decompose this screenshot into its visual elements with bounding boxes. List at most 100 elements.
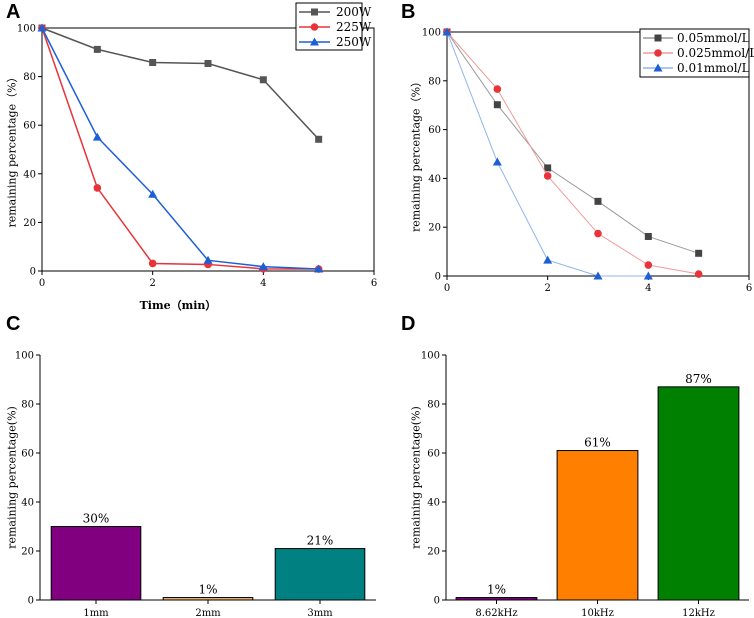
data-point-a-2: [314, 264, 324, 273]
data-point-b-0: [594, 197, 602, 205]
y-tick-label-a: 80: [23, 72, 36, 83]
x-tick-label-a: 2: [149, 278, 155, 289]
y-tick-label-c: 40: [21, 498, 34, 509]
y-tick-label-a: 60: [23, 121, 36, 132]
bar-d-1: [556, 450, 639, 601]
x-tick-label-b: 6: [746, 283, 752, 294]
data-point-a-2: [203, 255, 213, 264]
data-point-b-1: [644, 261, 653, 269]
data-point-a-1: [93, 184, 102, 192]
y-tick-label-b: 60: [428, 125, 441, 136]
y-tick-label-b: 20: [428, 223, 441, 234]
legend-marker-b-1: [654, 49, 662, 57]
y-tick-label-a: 100: [17, 24, 36, 35]
data-point-b-2: [593, 271, 603, 280]
data-point-a-2: [258, 262, 268, 271]
x-axis-title-a: Time（min）: [140, 299, 217, 312]
data-point-a-0: [259, 76, 267, 84]
bar-value-label-d-2: 87%: [685, 372, 712, 386]
data-point-a-0: [93, 45, 101, 53]
chart-panel-b: B 0 20 40 60 80 100 remaining percentage（%） 0 2 4 6…: [401, 1, 754, 294]
data-point-b-1: [594, 229, 602, 238]
legend-label-a-2: 250W: [336, 35, 372, 49]
data-point-a-2: [92, 132, 102, 141]
y-tick-label-c: 60: [21, 449, 34, 460]
x-tick-label-b: 0: [444, 283, 450, 294]
plot-frame-a: [41, 27, 375, 272]
y-tick-label-a: 20: [23, 218, 36, 229]
x-tick-label-c-2: 3mm: [307, 608, 333, 618]
panel-letter-d: D: [401, 313, 415, 335]
legend-marker-a-1: [310, 23, 319, 31]
data-point-b-0: [695, 249, 703, 257]
legend-marker-b-0: [654, 34, 662, 42]
data-point-b-2: [492, 157, 502, 166]
data-point-a-0: [204, 59, 212, 67]
data-point-a-0: [315, 135, 323, 143]
data-point-b-2: [643, 271, 653, 280]
y-tick-label-a: 0: [30, 267, 36, 278]
y-tick-label-d: 100: [421, 351, 440, 362]
chart-panel-c: C 0 20 40 60 80 100 remaining percentage(%) 30% 1…: [6, 313, 376, 618]
bar-value-label-c-2: 21%: [307, 534, 334, 548]
y-axis-title-a: remaining percentage（%）: [6, 71, 19, 227]
x-tick-label-a: 0: [39, 278, 45, 289]
data-point-b-0: [644, 232, 652, 240]
legend-marker-b-2: [653, 63, 663, 72]
series-line-a-1: [41, 27, 319, 270]
y-axis-title-d: remaining percentage(%): [410, 406, 423, 549]
bar-value-label-d-1: 61%: [584, 436, 611, 450]
y-tick-label-d: 40: [427, 498, 440, 509]
data-point-a-0: [149, 59, 157, 67]
y-tick-label-d: 60: [427, 449, 440, 460]
panel-letter-a: A: [6, 1, 20, 23]
y-tick-label-c: 0: [28, 596, 34, 607]
chart-panel-a: A 0 20 40 60 80 100 remaining percentage（%） 0 2 4 6…: [6, 1, 378, 312]
y-tick-label-c: 20: [21, 547, 34, 558]
y-tick-label-c: 80: [21, 400, 34, 411]
series-line-b-0: [446, 31, 699, 254]
y-tick-label-d: 80: [427, 400, 440, 411]
data-point-b-1: [543, 172, 552, 180]
bar-c-0: [50, 526, 142, 601]
bar-d-2: [657, 386, 740, 601]
bar-value-label-c-0: 30%: [83, 512, 110, 526]
legend-marker-a-2: [310, 37, 319, 46]
y-axis-title-c: remaining percentage(%): [6, 406, 19, 549]
bar-c-1: [162, 597, 254, 601]
data-point-b-0: [493, 101, 501, 109]
panel-letter-c: C: [6, 313, 20, 335]
legend-label-a-1: 225W: [336, 20, 372, 34]
panel-letter-b: B: [401, 1, 415, 23]
data-point-b-2: [543, 255, 553, 264]
y-tick-label-c: 100: [15, 351, 34, 362]
y-tick-label-d: 20: [427, 547, 440, 558]
data-point-a-2: [37, 23, 47, 32]
x-tick-label-d-1: 10kHz: [581, 608, 614, 618]
data-point-b-1: [493, 85, 502, 93]
series-line-b-1: [446, 31, 699, 275]
chart-panel-d: D 0 20 40 60 80 100 remaining percentage(%) 1% 8.…: [401, 313, 749, 618]
bar-value-label-c-1: 1%: [198, 583, 217, 597]
y-tick-label-b: 80: [428, 76, 441, 87]
series-line-a-2: [41, 27, 319, 270]
series-line-a-0: [41, 27, 320, 140]
y-tick-label-b: 100: [422, 28, 441, 39]
bar-d-0: [455, 597, 538, 601]
x-tick-label-a: 4: [260, 278, 266, 289]
bar-value-label-d-0: 1%: [487, 583, 506, 597]
x-tick-label-b: 2: [544, 283, 550, 294]
data-point-b-0: [544, 164, 552, 172]
legend-b: 0.05mmol/L0.025mmol/L0.01mmol/L: [639, 28, 754, 78]
legend-label-a-0: 200W: [336, 5, 372, 19]
y-tick-label-a: 40: [23, 169, 36, 180]
x-tick-label-c-1: 2mm: [195, 608, 221, 618]
y-axis-title-b: remaining percentage（%）: [410, 76, 423, 232]
legend-label-b-1: 0.025mmol/L: [677, 46, 754, 60]
legend-label-b-0: 0.05mmol/L: [677, 31, 750, 45]
legend-marker-a-0: [311, 8, 318, 16]
series-line-b-2: [446, 31, 649, 277]
y-tick-label-b: 40: [428, 174, 441, 185]
x-tick-label-b: 4: [645, 283, 651, 294]
